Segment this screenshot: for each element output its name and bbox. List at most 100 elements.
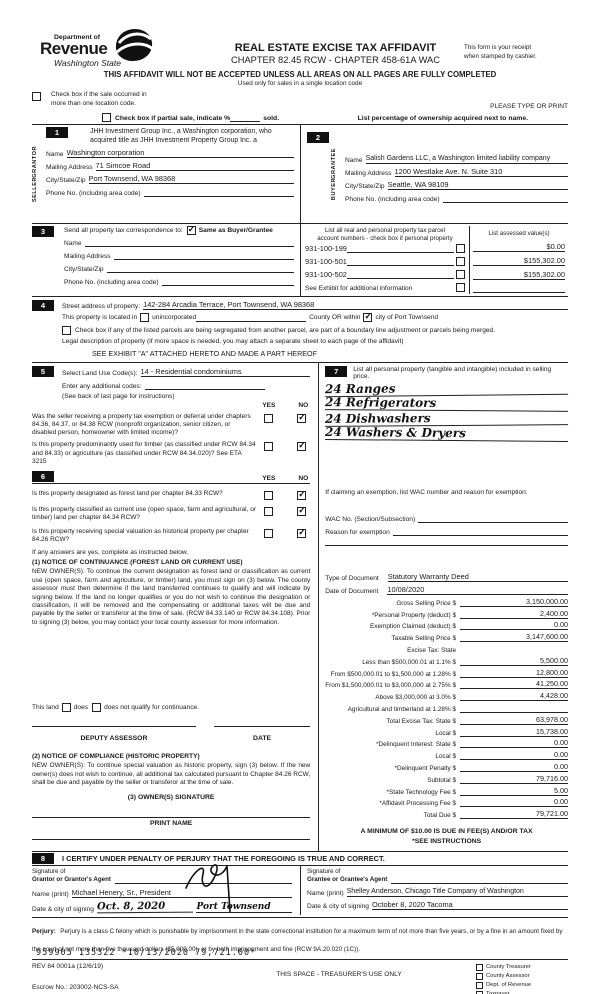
- section-3-number: 3: [32, 226, 54, 237]
- copy-county-assessor-checkbox[interactable]: [476, 973, 483, 981]
- buyer-phone-input[interactable]: [442, 194, 568, 203]
- money-value[interactable]: 12,800.00: [460, 668, 568, 678]
- street-address-input[interactable]: 142-284 Arcadia Terrace, Port Townsend, …: [143, 300, 568, 310]
- city-checkbox[interactable]: [363, 311, 373, 322]
- parcel-personal-checkbox[interactable]: [456, 269, 465, 279]
- document-type-input[interactable]: Statutory Warranty Deed: [387, 572, 568, 582]
- correspondence-phone-input[interactable]: [161, 277, 294, 286]
- s6q2-no-checkbox[interactable]: [297, 505, 307, 516]
- parcel-number: 931-100-501: [305, 256, 347, 266]
- s5q1-yes-checkbox[interactable]: [264, 414, 274, 423]
- document-date-input[interactable]: 10/08/2020: [387, 585, 568, 595]
- money-value[interactable]: 3,147,600.00: [460, 632, 568, 643]
- personal-property-item[interactable]: 24 Washers & Dryers: [325, 424, 569, 443]
- money-value[interactable]: 0.00: [460, 750, 568, 761]
- grantor-date-city-label: Date & city of signing: [32, 906, 94, 914]
- money-label: Agricultural and timberland at 1.28% $: [347, 705, 456, 713]
- copy-taxpayer-checkbox[interactable]: [476, 991, 483, 994]
- seller-phone-input[interactable]: [143, 188, 294, 197]
- copy-county-treasurer-checkbox[interactable]: [476, 964, 483, 972]
- exemption-reason-input[interactable]: [392, 527, 568, 536]
- buyer-name-input[interactable]: Salish Gardens LLC, a Washington limited…: [365, 155, 568, 164]
- land-use-input[interactable]: 14 - Residential condominiums: [140, 367, 311, 377]
- money-label: *Delinquent Penalty $: [394, 764, 456, 772]
- send-correspondence-label: Send all property tax correspondence to:: [64, 227, 183, 234]
- grantee-name-input[interactable]: Shelley Anderson, Chicago Title Company …: [346, 888, 568, 898]
- partial-sale-label: Check box if partial sale, indicate %: [115, 115, 231, 122]
- money-value[interactable]: 0.00: [460, 762, 568, 772]
- legal-description-value: SEE EXHIBIT "A" ATTACHED HERETO AND MADE…: [92, 349, 318, 358]
- money-label: Total Due $: [423, 812, 456, 820]
- money-label: Above $3,000,000 at 3.0% $: [375, 694, 456, 702]
- money-value[interactable]: 15,738.00: [460, 727, 568, 737]
- money-value[interactable]: 5.00: [460, 786, 568, 796]
- single-location-note: Used only for sales in a single location…: [237, 80, 363, 87]
- multi-location-label-2: more than one location code.: [51, 99, 137, 107]
- s6q3-no-checkbox[interactable]: [297, 527, 307, 538]
- money-value[interactable]: 3,150,000.00: [460, 597, 568, 607]
- money-value[interactable]: 0.00: [460, 738, 568, 749]
- exemption-reason-input-2[interactable]: [325, 545, 568, 546]
- wac-number-input[interactable]: [418, 514, 568, 523]
- money-value[interactable]: 41,250.00: [460, 679, 568, 690]
- seller-address-input[interactable]: 71 Simcoe Road: [95, 161, 294, 171]
- money-label: Taxable Selling Price $: [391, 635, 456, 643]
- segregated-checkbox[interactable]: [62, 326, 71, 335]
- correspondence-address-input[interactable]: [113, 251, 294, 260]
- money-label: Gross Selling Price $: [396, 599, 456, 607]
- please-type-label: PLEASE TYPE OR PRINT: [490, 103, 568, 110]
- copy-dept-revenue-checkbox[interactable]: [476, 982, 483, 990]
- correspondence-name-input[interactable]: [84, 238, 294, 247]
- money-value[interactable]: 79,721.00: [460, 809, 568, 820]
- seller-citystatezip-input[interactable]: Port Townsend, WA 98368: [88, 174, 294, 184]
- personal-property-item[interactable]: 24 Refrigerators: [325, 395, 569, 412]
- grantor-city-input[interactable]: Port Townsend: [196, 902, 293, 914]
- grantor-name-input[interactable]: Michael Henery, Sr., President: [71, 888, 292, 899]
- money-value[interactable]: 0.00: [460, 620, 568, 631]
- county-input[interactable]: [196, 313, 307, 322]
- seller-desc-2: acquired title as JHH Investment Propert…: [90, 137, 257, 145]
- land-does-not-checkbox[interactable]: [92, 703, 102, 713]
- parcel-personal-checkbox[interactable]: [456, 243, 465, 253]
- unincorporated-label: unincorporated: [152, 314, 197, 321]
- s6q3-yes-checkbox[interactable]: [264, 529, 274, 538]
- middle-columns: 5 Select Land Use Code(s): 14 - Resident…: [32, 362, 569, 851]
- multi-location-checkbox[interactable]: [32, 92, 41, 101]
- rev-number: REV 84 0001a (12/6/19): [32, 963, 104, 971]
- unincorporated-checkbox[interactable]: [140, 313, 150, 322]
- s5q2-yes-checkbox[interactable]: [264, 442, 274, 452]
- grantor-date-input[interactable]: Oct. 8, 2020: [96, 900, 193, 914]
- s6q1-no-checkbox[interactable]: [297, 489, 307, 500]
- money-value[interactable]: 63,978.00: [460, 715, 568, 725]
- land-does-checkbox[interactable]: [61, 703, 71, 713]
- section-8: 8 I CERTIFY UNDER PENALTY OF PERJURY THA…: [32, 851, 568, 916]
- see-exhibit-checkbox[interactable]: [456, 282, 465, 292]
- s6-question-1: Is this property designated as forest la…: [32, 489, 223, 497]
- additional-codes-input[interactable]: [144, 381, 265, 390]
- money-value[interactable]: 2,400.00: [460, 609, 568, 619]
- s5q1-no-checkbox[interactable]: [297, 412, 307, 423]
- correspondence-citystatezip-input[interactable]: [106, 264, 294, 273]
- s6q1-yes-checkbox[interactable]: [264, 490, 274, 500]
- buyer-address-input[interactable]: 1200 Westlake Ave. N. Suite 310: [394, 167, 568, 177]
- s6q2-yes-checkbox[interactable]: [264, 506, 274, 516]
- money-value[interactable]: 4,428.00: [460, 691, 568, 702]
- money-value[interactable]: 79,716.00: [460, 774, 568, 784]
- money-value[interactable]: [460, 711, 568, 713]
- owners-signature-input[interactable]: [32, 816, 311, 818]
- same-as-buyer-checkbox[interactable]: [186, 224, 196, 235]
- parcel-personal-checkbox[interactable]: [456, 256, 465, 266]
- partial-sale-checkbox[interactable]: [102, 113, 111, 122]
- partial-sale-percent-input[interactable]: [230, 121, 261, 122]
- s5q2-no-checkbox[interactable]: [297, 440, 307, 452]
- print-name-input[interactable]: [32, 838, 311, 840]
- money-value[interactable]: 0.00: [460, 797, 568, 808]
- grantee-signature-input[interactable]: [391, 875, 568, 885]
- seller-name-input[interactable]: Washington corporation: [66, 148, 294, 158]
- buyer-citystatezip-input[interactable]: Seattle, WA 98109: [387, 180, 568, 190]
- grantee-date-input[interactable]: October 8, 2020 Tacoma: [371, 900, 568, 911]
- section-8-number: 8: [32, 853, 54, 864]
- money-value[interactable]: 5,500.00: [460, 656, 568, 666]
- wac-number-label: WAC No. (Section/Subsection): [325, 516, 416, 523]
- form-subtitle: CHAPTER 82.45 RCW - CHAPTER 458-61A WAC: [231, 55, 440, 65]
